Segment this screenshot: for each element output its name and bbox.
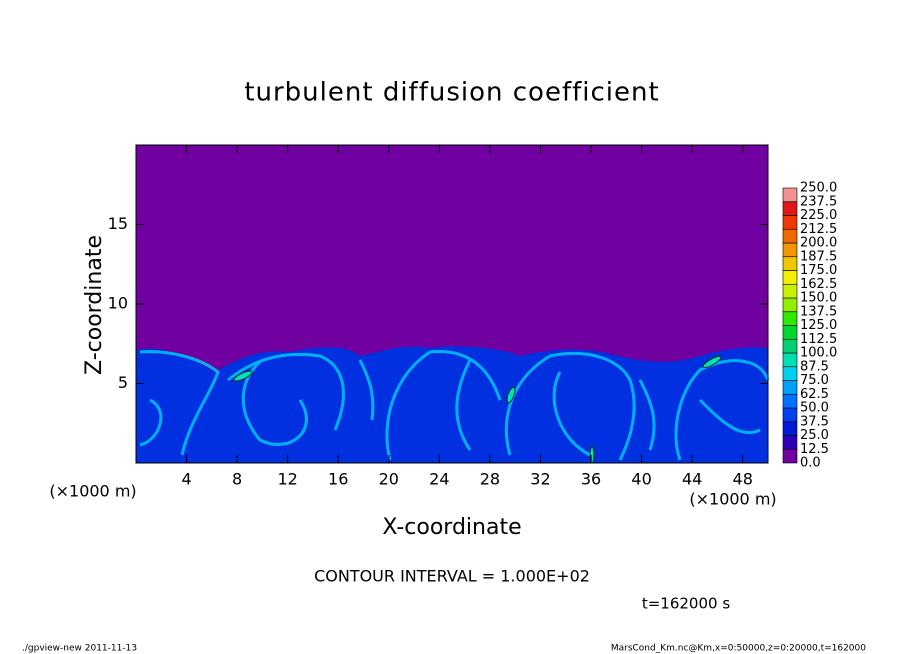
colorbar-label: 162.5 (800, 277, 837, 292)
colorbar-box (782, 448, 798, 464)
x-tick-label: 48 (733, 470, 753, 489)
x-tick-label: 36 (581, 470, 601, 489)
colorbar-box (782, 270, 798, 285)
colorbar-box (782, 393, 798, 409)
chart-title: turbulent diffusion coefficient (244, 78, 659, 108)
x-tick-label: 12 (278, 470, 298, 489)
colorbar-box (782, 215, 798, 230)
colorbar-box (782, 201, 798, 216)
colorbar-label: 62.5 (800, 387, 829, 402)
colorbar-label: 200.0 (800, 236, 837, 251)
x-unit-label: (×1000 m) (689, 490, 776, 509)
x-tick-label: 44 (682, 470, 702, 489)
y-tick-label: 5 (118, 373, 128, 392)
x-tick-label: 40 (631, 470, 651, 489)
colorbar-box (782, 256, 798, 271)
y-tick-label: 15 (108, 214, 128, 233)
colorbar-label: 75.0 (800, 373, 829, 388)
colorbar-box (782, 421, 798, 436)
colorbar-label: 12.5 (800, 442, 829, 457)
x-tick-label: 16 (328, 470, 348, 489)
colorbar-box (782, 366, 798, 381)
colorbar-box (782, 338, 798, 354)
x-tick-label: 4 (181, 470, 191, 489)
colorbar-box (782, 311, 798, 326)
colorbar-label: 37.5 (800, 414, 829, 429)
x-tick-label: 28 (480, 470, 500, 489)
colorbar-box (782, 297, 798, 313)
colorbar-label: 250.0 (800, 181, 837, 196)
x-tick-label: 20 (379, 470, 399, 489)
turbulent-layer (136, 346, 768, 463)
colorbar-box (782, 325, 798, 340)
colorbar-box (782, 187, 798, 203)
colorbar-box (782, 228, 798, 244)
colorbar-label: 50.0 (800, 401, 829, 416)
colorbar-label: 125.0 (800, 318, 837, 333)
colorbar-label: 237.5 (800, 194, 837, 209)
x-tick-label: 24 (429, 470, 449, 489)
colorbar-label: 112.5 (800, 332, 837, 347)
colorbar-box (782, 407, 798, 423)
colorbar-box (782, 435, 798, 450)
colorbar-box (782, 283, 798, 299)
time-label: t=162000 s (642, 595, 730, 613)
colorbar-label: 150.0 (800, 291, 837, 306)
swirls (139, 350, 770, 461)
colorbar-label: 212.5 (800, 222, 837, 237)
y-tick-label: 10 (108, 294, 128, 313)
colorbar-label: 175.0 (800, 263, 837, 278)
colorbar-label: 87.5 (800, 359, 829, 374)
field (136, 145, 770, 464)
colorbar-label: 25.0 (800, 428, 829, 443)
colorbar-label: 0.0 (800, 456, 821, 471)
colorbar-box (782, 242, 798, 258)
contour-interval: CONTOUR INTERVAL = 1.000E+02 (314, 567, 590, 586)
x-unit-label: (×1000 m) (49, 482, 136, 501)
x-tick-label: 8 (232, 470, 242, 489)
y-axis-label: Z-coordinate (82, 235, 107, 375)
footer-left: ./gpview-new 2011-11-13 (22, 644, 137, 654)
colorbar-label: 225.0 (800, 208, 837, 223)
footer-right: MarsCond_Km.nc@Km,x=0:50000,z=0:20000,t=… (611, 644, 866, 654)
colorbar-box (782, 352, 798, 368)
colorbar-label: 137.5 (800, 304, 837, 319)
colorbar-label: 187.5 (800, 249, 837, 264)
x-axis-label: X-coordinate (382, 515, 521, 540)
x-tick-label: 32 (530, 470, 550, 489)
colorbar-box (782, 380, 798, 395)
colorbar-label: 100.0 (800, 346, 837, 361)
